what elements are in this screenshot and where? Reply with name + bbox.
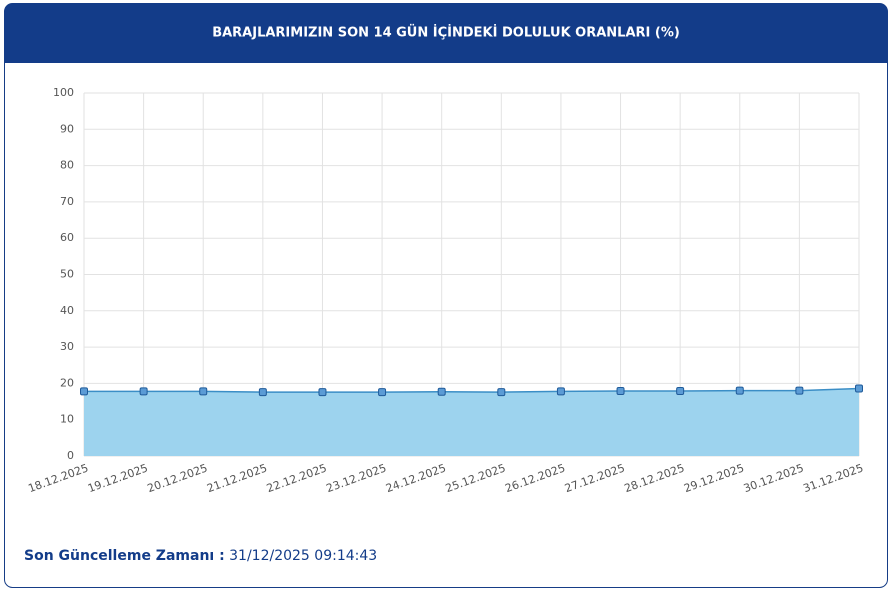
footer-value: 31/12/2025 09:14:43 [229, 548, 377, 564]
y-tick-label: 20 [60, 376, 74, 389]
footer-label: Son Güncelleme Zamanı : [24, 548, 225, 564]
y-tick-label: 90 [60, 122, 74, 135]
point [378, 388, 387, 397]
y-tick-label: 10 [60, 413, 74, 426]
point [855, 384, 863, 393]
y-tick-label: 100 [53, 86, 74, 99]
y-tick-label: 40 [60, 304, 74, 317]
point [318, 388, 327, 397]
y-tick-label: 50 [60, 268, 74, 281]
point [139, 387, 148, 396]
point [437, 387, 446, 396]
point [199, 387, 208, 396]
y-tick-label: 70 [60, 195, 74, 208]
point [80, 387, 88, 396]
point [556, 387, 565, 396]
point [735, 386, 744, 395]
point [258, 388, 267, 397]
area [84, 388, 859, 456]
point [795, 386, 804, 395]
chart-title: BARAJLARIMIZIN SON 14 GÜN İÇİNDEKİ DOLUL… [212, 25, 680, 41]
card-border [4, 3, 888, 588]
header-bar [4, 3, 888, 63]
point [676, 387, 685, 396]
footer: Son Güncelleme Zamanı : 31/12/2025 09:14… [24, 548, 377, 564]
y-tick-label: 60 [60, 231, 74, 244]
point [616, 387, 625, 396]
y-tick-label: 0 [67, 449, 74, 462]
point [497, 388, 506, 397]
y-tick-label: 80 [60, 159, 74, 172]
line [84, 387, 860, 393]
y-tick-label: 30 [60, 340, 74, 353]
